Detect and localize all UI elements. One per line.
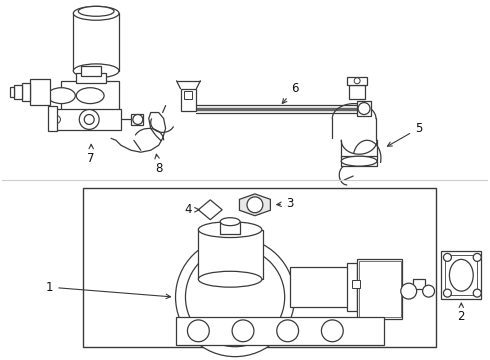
Circle shape	[321, 320, 343, 342]
Ellipse shape	[74, 6, 119, 20]
Circle shape	[188, 320, 209, 342]
Circle shape	[354, 78, 360, 84]
Bar	[22, 83, 30, 100]
Text: 5: 5	[388, 122, 422, 146]
Circle shape	[133, 114, 143, 125]
Bar	[220, 222, 240, 234]
Text: 6: 6	[282, 82, 298, 103]
Circle shape	[358, 103, 370, 114]
Ellipse shape	[341, 156, 377, 166]
Text: 1: 1	[46, 281, 171, 299]
Bar	[76, 73, 106, 83]
Bar	[352, 280, 360, 288]
Bar	[290, 267, 349, 307]
Bar	[56, 109, 121, 130]
Circle shape	[52, 116, 60, 123]
Text: 8: 8	[155, 154, 162, 175]
Bar	[441, 251, 481, 299]
Polygon shape	[198, 200, 222, 220]
Ellipse shape	[449, 260, 473, 291]
Circle shape	[401, 283, 416, 299]
Circle shape	[443, 289, 451, 297]
Ellipse shape	[220, 218, 240, 226]
Bar	[347, 264, 357, 311]
Bar	[30, 79, 49, 105]
Bar	[198, 230, 263, 279]
Bar	[341, 156, 377, 166]
Bar	[349, 85, 365, 99]
Bar	[10, 87, 14, 96]
Ellipse shape	[198, 222, 262, 238]
Ellipse shape	[74, 64, 119, 78]
Bar	[180, 89, 196, 111]
Circle shape	[79, 109, 99, 129]
Text: 7: 7	[87, 144, 95, 165]
Text: 3: 3	[277, 197, 294, 210]
Circle shape	[443, 253, 451, 261]
Ellipse shape	[198, 271, 262, 287]
Circle shape	[277, 320, 298, 342]
Circle shape	[185, 247, 285, 347]
Bar	[74, 13, 119, 71]
Bar	[357, 100, 371, 117]
Bar	[413, 279, 425, 289]
Bar	[359, 261, 401, 317]
Bar	[83, 188, 436, 347]
Bar	[175, 317, 384, 345]
Bar	[357, 260, 402, 319]
Bar	[61, 81, 119, 111]
Circle shape	[175, 238, 294, 357]
Polygon shape	[240, 194, 270, 216]
Ellipse shape	[78, 6, 114, 16]
Bar	[131, 113, 143, 125]
Ellipse shape	[48, 88, 75, 104]
Bar	[445, 255, 477, 295]
Bar	[184, 91, 193, 99]
Circle shape	[232, 320, 254, 342]
Bar	[347, 77, 367, 85]
Bar	[48, 105, 57, 131]
Circle shape	[473, 289, 481, 297]
Circle shape	[473, 253, 481, 261]
Text: 2: 2	[458, 303, 465, 323]
Circle shape	[84, 114, 94, 125]
Bar	[81, 66, 101, 76]
Circle shape	[422, 285, 435, 297]
Text: 4: 4	[185, 203, 199, 216]
Bar	[14, 85, 22, 99]
Ellipse shape	[76, 88, 104, 104]
Circle shape	[247, 197, 263, 213]
